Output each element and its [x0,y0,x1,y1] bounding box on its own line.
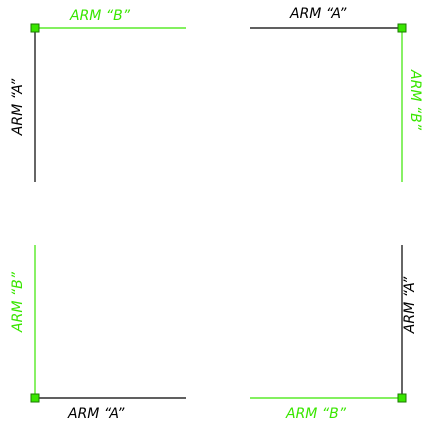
corner-bottom-left: ARM “B” ARM “A” [10,245,186,422]
top-left-arm-a-label: ARM “A” [10,78,26,136]
top-left-grip-marker[interactable] [30,23,40,33]
corner-top-left: ARM “B” ARM “A” [10,8,186,182]
top-left-arm-b-label: ARM “B” [69,8,131,24]
bottom-left-grip-marker[interactable] [30,393,40,403]
top-right-grip-marker[interactable] [397,23,407,33]
bottom-right-arm-a-label: ARM “A” [402,276,418,334]
corner-bottom-right: ARM “A” ARM “B” [250,245,418,422]
top-right-arm-b-label: ARM “B” [407,69,423,131]
bottom-right-grip-marker[interactable] [397,393,407,403]
corner-top-right: ARM “A” ARM “B” [250,6,423,182]
bottom-left-arm-b-label: ARM “B” [10,271,26,333]
top-right-arm-a-label: ARM “A” [289,6,347,22]
bottom-left-arm-a-label: ARM “A” [67,406,125,422]
bottom-right-arm-b-label: ARM “B” [285,406,347,422]
